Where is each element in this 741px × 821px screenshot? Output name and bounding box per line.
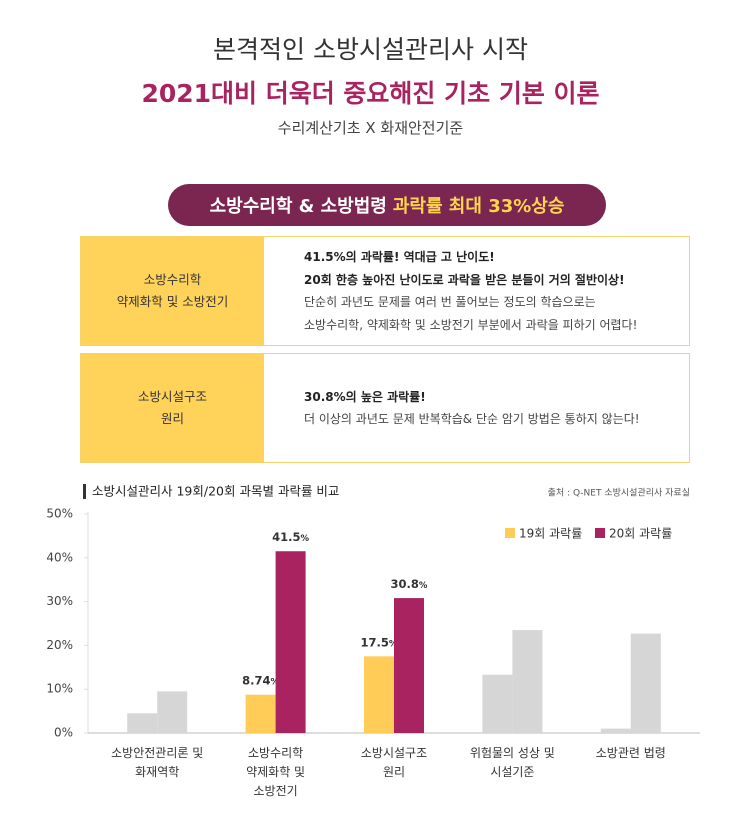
headline: 2021대비 더욱더 중요해진 기초 기본 이론 bbox=[141, 79, 600, 108]
label-line: 원리 bbox=[383, 765, 405, 779]
x-tick-label: 소방관련 법령 bbox=[596, 746, 666, 760]
text-line: 소방수리학, 약제화학 및 소방전기 부분에서 과락을 피하기 어렵다! bbox=[304, 317, 638, 332]
y-tick-label: 30% bbox=[46, 594, 73, 608]
label-unit: % bbox=[271, 678, 280, 688]
banner-highlight: 과락률 최대 33%상승 bbox=[392, 196, 565, 217]
label-line: 약제화학 및 소방전기 bbox=[116, 294, 229, 309]
legend-swatch bbox=[595, 528, 605, 538]
y-tick-label: 20% bbox=[46, 638, 73, 652]
value-label: 17.5% bbox=[361, 635, 398, 649]
bar bbox=[600, 728, 631, 733]
label-number: 30.8 bbox=[391, 577, 419, 591]
y-tick-label: 50% bbox=[46, 507, 73, 521]
row-text: 41.5%의 과락률! 역대급 고 난이도! 20회 한층 높아진 난이도로 과락… bbox=[264, 237, 637, 345]
label-line: 시설기준 bbox=[490, 765, 534, 779]
label-line: 소방시설구조 bbox=[361, 746, 427, 760]
source: 출처 : Q-NET 소방시설관리사 자료실 bbox=[548, 487, 690, 499]
label-unit: % bbox=[301, 534, 310, 544]
label-line: 소방수리학 bbox=[248, 746, 303, 760]
label-line: 위험물의 성상 및 bbox=[470, 746, 555, 760]
title-bar bbox=[83, 484, 86, 499]
label-number: 8.74 bbox=[242, 674, 270, 688]
bar bbox=[512, 630, 543, 733]
y-tick-label: 10% bbox=[46, 682, 73, 696]
label-unit: % bbox=[389, 639, 398, 649]
value-label: 8.74% bbox=[242, 674, 279, 688]
bar bbox=[394, 598, 424, 733]
title: 본격적인 소방시설관리사 시작 bbox=[213, 35, 528, 64]
legend-label: 19회 과락률 bbox=[519, 527, 582, 541]
y-tick-label: 40% bbox=[46, 550, 73, 564]
label-line: 소방수리학 bbox=[143, 272, 202, 287]
bar bbox=[127, 713, 158, 733]
bar bbox=[245, 694, 276, 733]
label-line: 소방시설구조 bbox=[137, 389, 207, 404]
bar bbox=[157, 691, 188, 733]
bar bbox=[275, 551, 306, 733]
label-line: 소방전기 bbox=[254, 784, 298, 798]
label-number: 41.5 bbox=[272, 530, 300, 544]
text-line: 더 이상의 과년도 문제 반복학습& 단순 암기 방법은 통하지 않는다! bbox=[304, 412, 640, 426]
label-line: 소방안전관리론 및 bbox=[111, 746, 203, 760]
y-tick-label: 0% bbox=[54, 726, 73, 740]
row-text: 30.8%의 높은 과락률! 더 이상의 과년도 문제 반복학습& 단순 암기 방… bbox=[264, 354, 640, 462]
text-line: 단순히 과년도 문제를 여러 번 풀어보는 정도의 학습으로는 bbox=[304, 295, 596, 309]
label-line: 화재역학 bbox=[135, 765, 179, 779]
chart-title: 소방시설관리사 19회/20회 과목별 과락률 비교 bbox=[92, 484, 339, 499]
value-label: 41.5% bbox=[272, 530, 309, 544]
banner: 소방수리학 & 소방법령 과락률 최대 33%상승 bbox=[168, 184, 606, 226]
banner-text: 소방수리학 & 소방법령 bbox=[209, 196, 387, 217]
legend-label: 20회 과락률 bbox=[609, 527, 672, 541]
label-number: 17.5 bbox=[361, 635, 389, 649]
highlight-line: 30.8%의 높은 과락률! bbox=[304, 389, 426, 404]
legend-swatch bbox=[505, 528, 515, 538]
value-label: 30.8% bbox=[391, 577, 428, 591]
highlight-line: 20회 한층 높아진 난이도로 과락을 받은 분들이 거의 절반이상! bbox=[304, 272, 625, 287]
label-line: 소방관련 법령 bbox=[596, 746, 666, 760]
bar bbox=[364, 656, 394, 733]
bar bbox=[630, 633, 661, 733]
subtitle: 수리계산기초 X 화재안전기준 bbox=[277, 119, 464, 137]
bar bbox=[482, 674, 513, 733]
highlight-line: 41.5%의 과락률! 역대급 고 난이도! bbox=[304, 250, 495, 264]
label-line: 약제화학 및 bbox=[246, 764, 305, 779]
label-line: 원리 bbox=[160, 411, 184, 426]
label-unit: % bbox=[419, 581, 428, 591]
